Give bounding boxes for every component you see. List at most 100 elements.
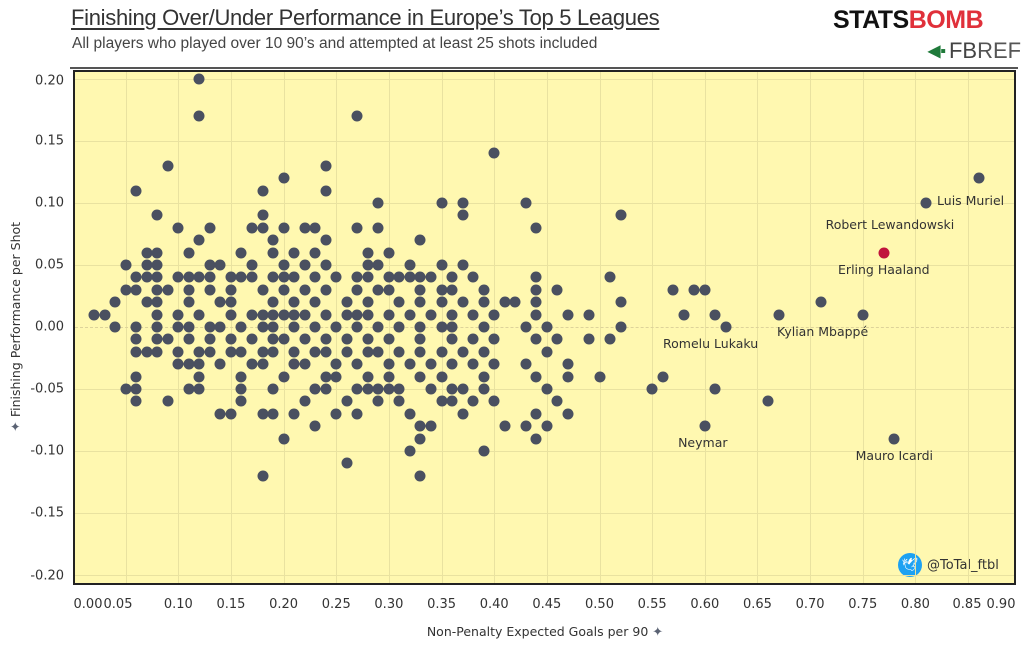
data-point[interactable] — [615, 209, 627, 221]
data-point[interactable] — [278, 309, 290, 321]
data-point[interactable] — [457, 296, 469, 308]
data-point[interactable] — [499, 296, 511, 308]
data-point[interactable] — [457, 383, 469, 395]
data-point[interactable] — [257, 346, 269, 358]
data-point[interactable] — [425, 420, 437, 432]
data-point[interactable] — [299, 284, 311, 296]
data-point[interactable] — [478, 383, 490, 395]
data-point[interactable] — [478, 371, 490, 383]
scatter-plot-area[interactable]: 🕊 @ToTal_ftbl Luis Muriel Robert Lewandow… — [73, 70, 1016, 585]
data-point[interactable] — [225, 408, 237, 420]
data-point[interactable] — [193, 234, 205, 246]
data-point[interactable] — [393, 296, 405, 308]
data-point[interactable] — [393, 395, 405, 407]
data-point[interactable] — [225, 333, 237, 345]
data-point[interactable] — [530, 408, 542, 420]
data-point[interactable] — [520, 321, 532, 333]
data-point[interactable] — [457, 209, 469, 221]
data-point[interactable] — [88, 309, 100, 321]
data-point[interactable] — [404, 358, 416, 370]
data-point[interactable] — [183, 271, 195, 283]
data-point[interactable] — [257, 470, 269, 482]
data-point[interactable] — [151, 247, 163, 259]
data-point[interactable] — [320, 284, 332, 296]
data-point[interactable] — [183, 284, 195, 296]
data-point[interactable] — [404, 408, 416, 420]
data-point[interactable] — [309, 222, 321, 234]
data-point[interactable] — [320, 309, 332, 321]
data-point[interactable] — [235, 346, 247, 358]
data-point[interactable] — [172, 309, 184, 321]
data-point[interactable] — [372, 222, 384, 234]
data-point[interactable] — [246, 309, 258, 321]
data-point[interactable] — [235, 383, 247, 395]
data-point[interactable] — [320, 383, 332, 395]
data-point[interactable] — [520, 420, 532, 432]
data-point[interactable] — [414, 284, 426, 296]
data-point[interactable] — [615, 321, 627, 333]
data-point[interactable] — [299, 333, 311, 345]
data-point[interactable] — [467, 271, 479, 283]
data-point[interactable] — [604, 333, 616, 345]
data-point[interactable] — [320, 259, 332, 271]
data-point[interactable] — [414, 333, 426, 345]
data-point[interactable] — [151, 259, 163, 271]
data-point[interactable] — [257, 309, 269, 321]
data-point[interactable] — [267, 321, 279, 333]
data-point[interactable] — [383, 333, 395, 345]
data-point[interactable] — [267, 247, 279, 259]
data-point[interactable] — [225, 271, 237, 283]
data-point[interactable] — [278, 433, 290, 445]
data-point[interactable] — [162, 160, 174, 172]
data-point[interactable] — [530, 222, 542, 234]
data-point[interactable] — [151, 321, 163, 333]
data-point[interactable] — [583, 309, 595, 321]
data-point[interactable] — [762, 395, 774, 407]
data-point[interactable] — [330, 321, 342, 333]
data-point[interactable] — [193, 309, 205, 321]
data-point[interactable] — [362, 371, 374, 383]
data-point[interactable] — [446, 358, 458, 370]
data-point[interactable] — [404, 309, 416, 321]
data-point[interactable] — [351, 271, 363, 283]
data-point[interactable] — [351, 222, 363, 234]
data-point[interactable] — [414, 346, 426, 358]
data-point[interactable] — [246, 271, 258, 283]
data-point[interactable] — [172, 271, 184, 283]
data-point[interactable] — [372, 321, 384, 333]
data-point[interactable] — [288, 346, 300, 358]
data-point[interactable] — [362, 247, 374, 259]
data-point[interactable] — [436, 371, 448, 383]
data-point[interactable] — [351, 408, 363, 420]
data-point[interactable] — [530, 296, 542, 308]
data-point[interactable] — [383, 358, 395, 370]
data-point[interactable] — [478, 321, 490, 333]
data-point[interactable] — [309, 346, 321, 358]
data-point[interactable] — [436, 321, 448, 333]
data-point[interactable] — [225, 346, 237, 358]
data-point[interactable] — [372, 383, 384, 395]
data-point[interactable] — [225, 296, 237, 308]
data-point[interactable] — [351, 383, 363, 395]
data-point[interactable] — [235, 321, 247, 333]
data-point[interactable] — [446, 333, 458, 345]
data-point[interactable] — [246, 222, 258, 234]
data-point[interactable] — [267, 309, 279, 321]
data-point[interactable] — [288, 296, 300, 308]
data-point[interactable] — [520, 358, 532, 370]
data-point[interactable] — [162, 333, 174, 345]
data-point[interactable] — [562, 358, 574, 370]
data-point[interactable] — [193, 371, 205, 383]
data-point[interactable] — [341, 296, 353, 308]
highlighted-data-point[interactable] — [878, 247, 890, 259]
data-point[interactable] — [393, 271, 405, 283]
data-point[interactable] — [530, 433, 542, 445]
data-point[interactable] — [351, 358, 363, 370]
data-point[interactable] — [120, 383, 132, 395]
data-point[interactable] — [309, 296, 321, 308]
data-point[interactable] — [278, 371, 290, 383]
data-point[interactable] — [288, 271, 300, 283]
data-point[interactable] — [130, 321, 142, 333]
data-point[interactable] — [383, 309, 395, 321]
data-point[interactable] — [257, 209, 269, 221]
